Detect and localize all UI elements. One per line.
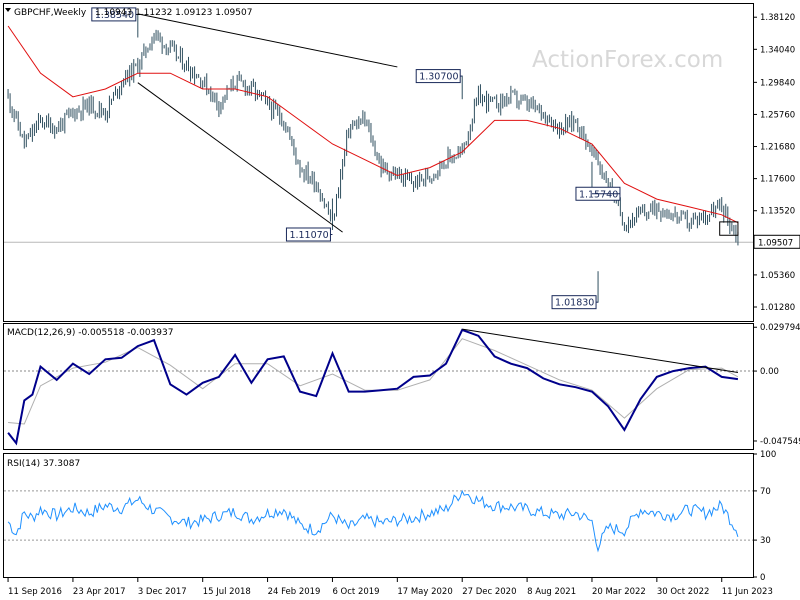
y-axes: 1.38120 1.34040 1.29840 1.25760 1.21680 1.176… [753,13,800,583]
x-tick-label: 15 Jul 2018 [203,587,251,597]
macd-line [7,328,739,446]
price-y-tick-label: 1.17600 [760,175,795,185]
x-tick-label: 11 Sep 2016 [8,587,62,597]
ohlc-readout: 1.10943 1.11232 1.09123 1.09507 [95,8,252,18]
annotation-label: 1.38540 [95,10,134,21]
x-tick-label: 11 Jun 2023 [722,587,773,597]
x-tick-label: 27 Dec 2020 [462,587,516,597]
macd-label: MACD(12,26,9) -0.005518 -0.003937 [7,328,173,338]
rsi-label: RSI(14) 37.3087 [7,459,80,469]
macd-pane-frame [3,323,754,450]
x-tick-label: 23 Apr 2017 [73,587,126,597]
x-tick-label: 30 Oct 2022 [657,587,710,597]
current-price-label: 1.09507 [758,238,793,248]
consolidation-box [719,221,739,236]
watermark: ActionForex.com [532,47,723,73]
price-annotation: 1.01830 [551,295,599,310]
rsi-y-tick-label: 100 [760,450,776,460]
chart-title: GBPCHF,Weekly [14,8,87,18]
rsi-pane-frame [3,453,754,578]
rsi-pane [4,489,753,553]
price-pane-frame [3,3,754,322]
x-tick-label: 17 May 2020 [397,587,452,597]
price-annotation: 1.30700 [415,69,463,84]
macd-y-tick-label: 0.029794 [760,323,800,333]
price-annotation: 1.38540 [91,7,138,22]
macd-pane [4,328,753,446]
rsi-y-tick-label: 30 [760,536,771,546]
annotation-label: 1.11070 [289,230,328,241]
price-trendline [137,13,398,68]
macd-signal-line [8,338,739,425]
annotation-label: 1.30700 [419,72,458,83]
rsi-line [7,489,739,553]
price-y-tick-label: 1.25760 [760,110,795,120]
price-y-tick-label: 1.01280 [760,303,795,313]
x-tick-label: 24 Feb 2019 [268,587,321,597]
x-axis: 11 Sep 2016 23 Apr 2017 3 Dec 2017 15 Jul 2… [7,578,773,597]
macd-trendline [462,328,739,374]
price-annotation: 1.11070 [285,227,333,242]
x-tick-label: 6 Oct 2019 [332,587,379,597]
price-trendline [137,82,343,233]
annotation-label: 1.15740 [579,189,618,200]
moving-average-line [7,25,739,224]
price-header: GBPCHF,Weekly 1.10943 1.11232 1.09123 1.… [5,8,252,18]
macd-y-tick-label: 0.00 [760,367,779,377]
current-price-box [753,234,800,249]
price-y-tick-label: 1.21680 [760,143,795,153]
rsi-y-tick-label: 70 [760,487,771,497]
price-y-tick-label: 1.13520 [760,207,795,217]
price-y-tick-label: 1.29840 [760,78,795,88]
price-y-tick-label: 1.38120 [760,13,795,23]
rsi-y-tick-label: 0 [760,573,765,583]
x-tick-label: 8 Aug 2021 [527,587,576,597]
price-pane: 1.38540 1.30700 1.11070 1.15740 1.01830 [4,7,753,310]
dropdown-triangle-icon [5,8,11,12]
annotation-label: 1.01830 [555,298,594,309]
macd-y-tick-label: -0.047549 [760,437,800,447]
price-annotation: 1.15740 [575,186,621,201]
price-y-tick-label: 1.34040 [760,45,795,55]
x-tick-label: 3 Dec 2017 [138,587,187,597]
x-tick-label: 20 Mar 2022 [592,587,646,597]
price-y-tick-label: 1.05360 [760,271,795,281]
